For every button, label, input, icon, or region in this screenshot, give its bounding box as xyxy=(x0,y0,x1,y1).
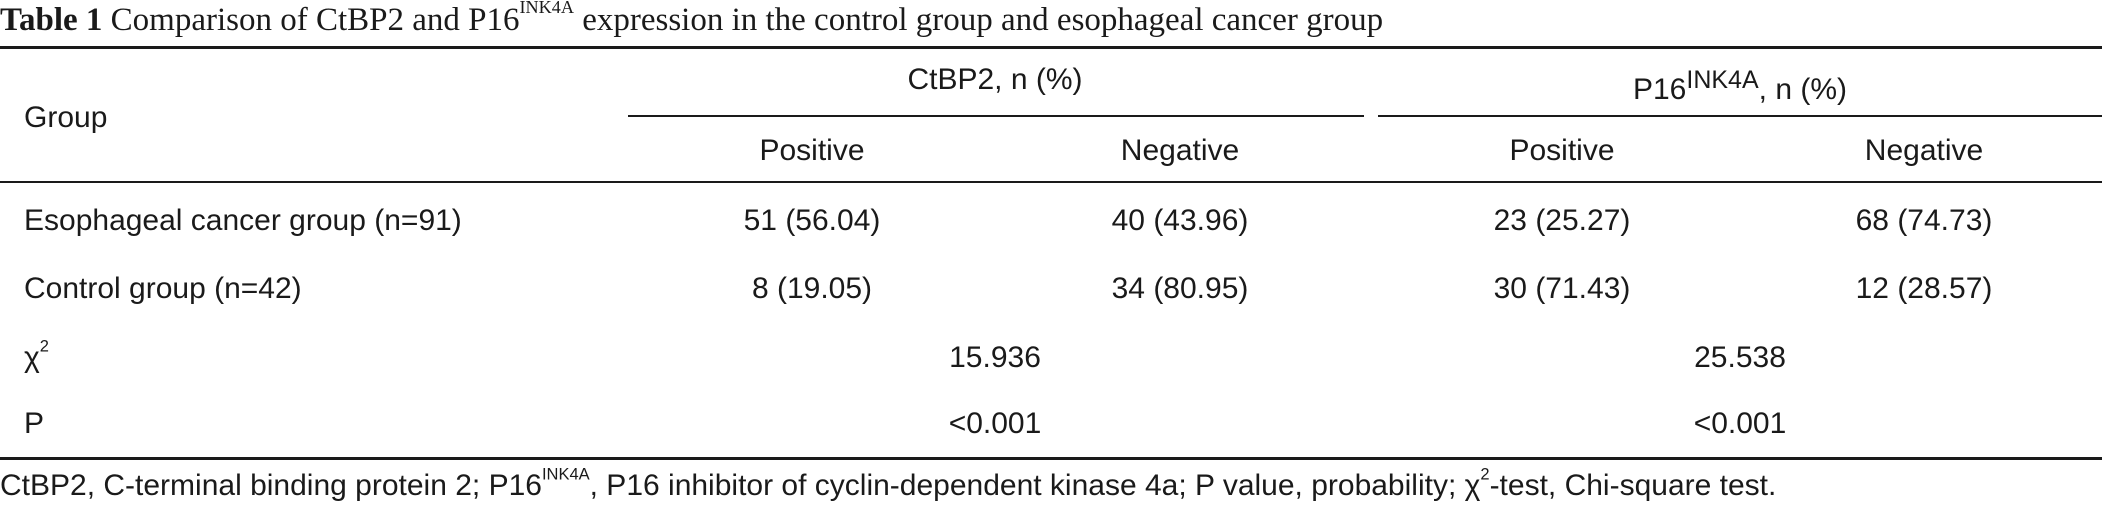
p16-column-header: P16INK4A, n (%) xyxy=(1632,66,1848,106)
table-cell: 12 (28.57) xyxy=(1855,272,1993,305)
caption-text-2: expression in the control group and esop… xyxy=(573,2,1384,38)
row-control-group: Control group (n=42) xyxy=(24,272,302,305)
ctbp2-negative-header: Negative xyxy=(1120,134,1240,167)
p16-positive-header: Positive xyxy=(1509,134,1615,167)
p16-header-superscript: INK4A xyxy=(1686,66,1759,94)
table-cell: 51 (56.04) xyxy=(743,204,881,237)
table-cell: 68 (74.73) xyxy=(1855,204,1993,237)
p16-negative-header: Negative xyxy=(1864,134,1984,167)
p16-chi-value: 25.538 xyxy=(1694,341,1786,374)
row-chi-square: χ2 xyxy=(24,337,49,374)
p16-header-rule xyxy=(1378,115,2102,117)
table-label: Table 1 xyxy=(0,2,103,38)
group-column-header: Group xyxy=(24,101,108,134)
row-esophageal-group: Esophageal cancer group (n=91) xyxy=(24,204,462,237)
p16-p-value: <0.001 xyxy=(1693,407,1787,440)
table-cell: 40 (43.96) xyxy=(1111,204,1249,237)
ctbp2-p-value: <0.001 xyxy=(948,407,1042,440)
ctbp2-column-header: CtBP2, n (%) xyxy=(907,63,1083,96)
table-top-rule xyxy=(0,46,2102,49)
table-cell: 8 (19.05) xyxy=(751,272,873,305)
table-bottom-rule xyxy=(0,457,2102,460)
table-caption: Table 1 Comparison of CtBP2 and P16INK4A… xyxy=(0,0,1383,44)
caption-text-1: Comparison of CtBP2 and P16 xyxy=(110,2,520,38)
table-footnote: CtBP2, C-terminal binding protein 2; P16… xyxy=(0,465,1777,502)
table-cell: 23 (25.27) xyxy=(1493,204,1631,237)
ctbp2-chi-value: 15.936 xyxy=(949,341,1041,374)
table-cell: 34 (80.95) xyxy=(1111,272,1249,305)
row-p-value: P xyxy=(24,407,45,440)
ctbp2-positive-header: Positive xyxy=(759,134,865,167)
caption-superscript: INK4A xyxy=(519,0,574,17)
ctbp2-header-rule xyxy=(628,115,1364,117)
table-cell: 30 (71.43) xyxy=(1493,272,1631,305)
table-header-rule xyxy=(0,181,2102,183)
